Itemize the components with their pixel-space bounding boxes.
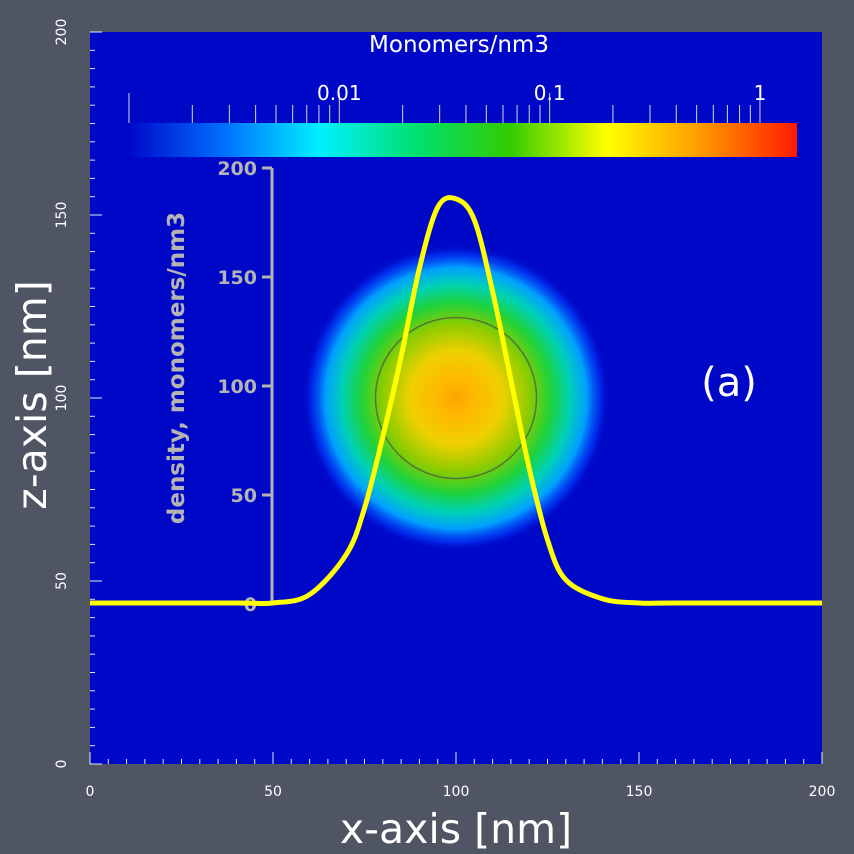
density-axis-tick-label: 100 [217, 376, 257, 398]
density-profile-line [89, 195, 822, 607]
y-tick-label: 200 [54, 19, 70, 46]
x-tick-label: 100 [443, 784, 470, 800]
y-tick-label: 150 [54, 202, 70, 229]
colorbar-title: Monomers/nm3 [369, 32, 549, 58]
colorbar-ticks [128, 93, 761, 123]
x-tick-label: 0 [86, 784, 95, 800]
density-field-blob [302, 244, 610, 552]
x-tick-label: 200 [809, 784, 836, 800]
y-tick-label: 100 [54, 385, 70, 412]
x-axis-tick-labels: 0 50 100 150 200 [86, 784, 836, 800]
density-axis-tick-label: 200 [217, 158, 257, 180]
density-axis-tick-label: 150 [217, 267, 257, 289]
density-field [302, 244, 610, 552]
colorbar: Monomers/nm3 0.01 0.1 1 [128, 32, 797, 157]
x-tick-label: 50 [264, 784, 282, 800]
panel-label: (a) [701, 360, 757, 406]
colorbar-tick-labels: 0.01 0.1 1 [317, 81, 766, 105]
colorbar-tick-label: 0.01 [317, 81, 362, 105]
plot-frame-ticks [89, 31, 823, 765]
colorbar-tick-label: 0.1 [534, 81, 566, 105]
density-axis-label: density, monomers/nm3 [164, 212, 190, 524]
y-axis-title: z-axis [nm] [8, 280, 56, 509]
particle-boundary-circle [374, 316, 538, 480]
density-axis-tick-label: 50 [231, 485, 257, 507]
x-axis-title: x-axis [nm] [340, 805, 572, 853]
y-axis-tick-labels: 0 50 100 150 200 [54, 19, 70, 769]
y-tick-label: 50 [54, 572, 70, 590]
colorbar-gradient-bar [129, 123, 797, 157]
x-tick-label: 150 [626, 784, 653, 800]
y-tick-label: 0 [54, 760, 70, 769]
colorbar-tick-label: 1 [754, 81, 767, 105]
